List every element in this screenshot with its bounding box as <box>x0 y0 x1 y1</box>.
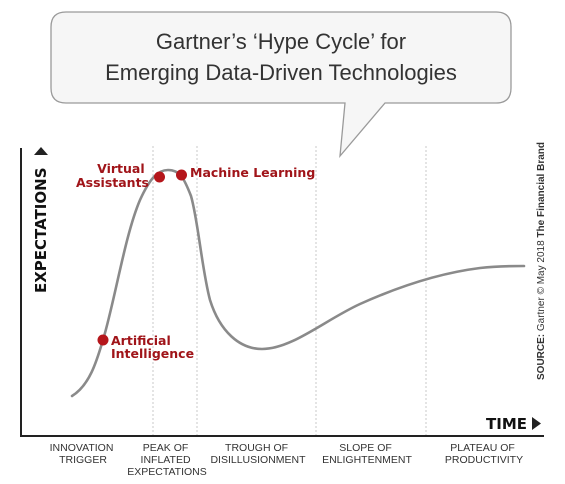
source-brand: The Financial Brand <box>536 142 547 238</box>
source-prefix: SOURCE: <box>536 334 547 380</box>
phase-label-trough: TROUGH OF DISILLUSIONMENT <box>210 442 306 466</box>
phase-dividers <box>152 146 427 436</box>
title-line-2: Emerging Data-Driven Technologies <box>105 60 457 85</box>
technology-markers: Virtual Assistants Machine Learning Arti… <box>76 161 315 361</box>
machine-learning-label: Machine Learning <box>190 165 315 180</box>
y-axis-label: EXPECTATIONS <box>32 168 50 294</box>
bubble-shape <box>50 11 512 158</box>
phase-label-peak: PEAK OF INFLATED EXPECTATIONS <box>127 442 207 478</box>
x-axis-arrow-icon <box>532 417 541 430</box>
axes: EXPECTATIONS TIME <box>20 147 544 437</box>
virtual-assistants-label: Virtual Assistants <box>76 161 149 190</box>
phase-label-plateau: PLATEAU OF PRODUCTIVITY <box>445 442 523 466</box>
artificial-intelligence-marker <box>97 334 109 346</box>
virtual-assistants-marker <box>154 171 165 183</box>
title-line-1: Gartner’s ‘Hype Cycle’ for <box>156 29 406 54</box>
phase-labels: INNOVATION TRIGGER PEAK OF INFLATED EXPE… <box>50 442 523 478</box>
phase-label-slope: SLOPE OF ENLIGHTENMENT <box>322 442 412 466</box>
hype-curve <box>70 168 526 398</box>
x-axis-label: TIME <box>486 415 527 433</box>
artificial-intelligence-label: Artificial Intelligence <box>111 333 194 361</box>
source-credit: SOURCE: Gartner © May 2018 The Financial… <box>536 142 547 380</box>
phase-label-innovation-trigger: INNOVATION TRIGGER <box>50 442 117 466</box>
machine-learning-marker <box>176 169 187 181</box>
source-text: Gartner © May 2018 <box>536 238 547 334</box>
y-axis-arrow-icon <box>34 147 48 155</box>
title-bubble: Gartner’s ‘Hype Cycle’ for Emerging Data… <box>50 11 512 158</box>
